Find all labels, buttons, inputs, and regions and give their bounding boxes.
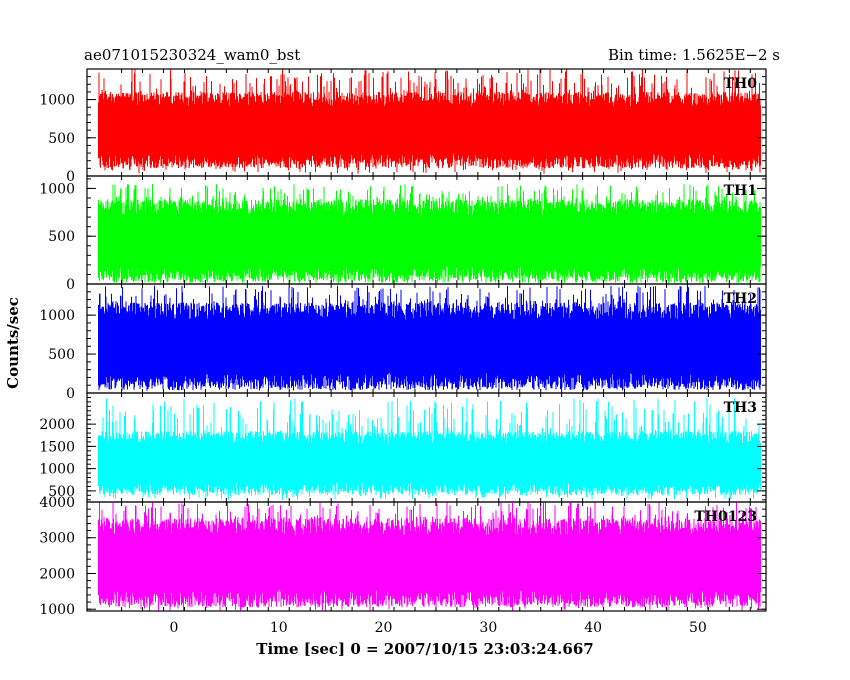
y-tick-label: 500: [48, 229, 75, 245]
chart-title: ae071015230324_wam0_bst: [84, 46, 300, 64]
x-tick-label: 0: [170, 620, 179, 636]
x-tick-label: 50: [689, 620, 707, 636]
panel-th1: 0 500 1000 TH1: [39, 175, 767, 293]
panel-th0: 0 500 1000 TH0: [39, 68, 767, 185]
y-tick-label: 1000: [39, 462, 75, 478]
panel-label: TH0123: [694, 509, 757, 525]
panel-frame: [86, 501, 767, 612]
panel-th3: 500 1000 1500 2000 TH3: [39, 392, 767, 503]
y-tick-label: 0: [66, 169, 75, 185]
x-tick-label: 30: [479, 620, 497, 636]
y-tick-label: 1000: [39, 181, 75, 197]
y-tick-label: 0: [66, 386, 75, 402]
panel-label: TH1: [724, 183, 757, 199]
y-tick-label: 500: [48, 484, 75, 500]
panel-th0123: 1000 2000 3000 4000 TH0123: [39, 495, 767, 618]
x-tick-label: 40: [584, 620, 602, 636]
y-tick-label: 3000: [39, 531, 75, 547]
bin-time-label: Bin time: 1.5625E−2 s: [608, 46, 780, 64]
x-axis: 0 10 20 30 40 50: [170, 620, 707, 636]
panel-label: TH2: [724, 291, 757, 307]
y-tick-label: 1500: [39, 439, 75, 455]
x-axis-title: Time [sec] 0 = 2007/10/15 23:03:24.667: [256, 640, 593, 658]
series-th0: [98, 69, 761, 174]
y-tick-label: 1000: [39, 308, 75, 324]
y-tick-label: 1000: [39, 93, 75, 109]
panel-label: TH0: [724, 76, 758, 92]
y-tick-label: 1000: [39, 602, 75, 618]
x-tick-label: 20: [375, 620, 393, 636]
series-th0123: [98, 502, 761, 611]
y-tick-label: 2000: [39, 417, 75, 433]
y-axis-title: Counts/sec: [4, 297, 22, 389]
panel-label: TH3: [724, 400, 757, 416]
y-tick-label: 0: [66, 277, 75, 293]
series-th1: [98, 183, 761, 283]
y-tick-label: 500: [48, 131, 75, 147]
panel-th2: 0 500 1000 TH2: [39, 283, 767, 402]
x-tick-label: 10: [270, 620, 288, 636]
series-th2: [98, 285, 761, 391]
y-tick-label: 2000: [39, 566, 75, 582]
y-tick-label: 4000: [39, 495, 75, 511]
y-tick-label: 500: [48, 347, 75, 363]
series-th3: [98, 397, 761, 500]
